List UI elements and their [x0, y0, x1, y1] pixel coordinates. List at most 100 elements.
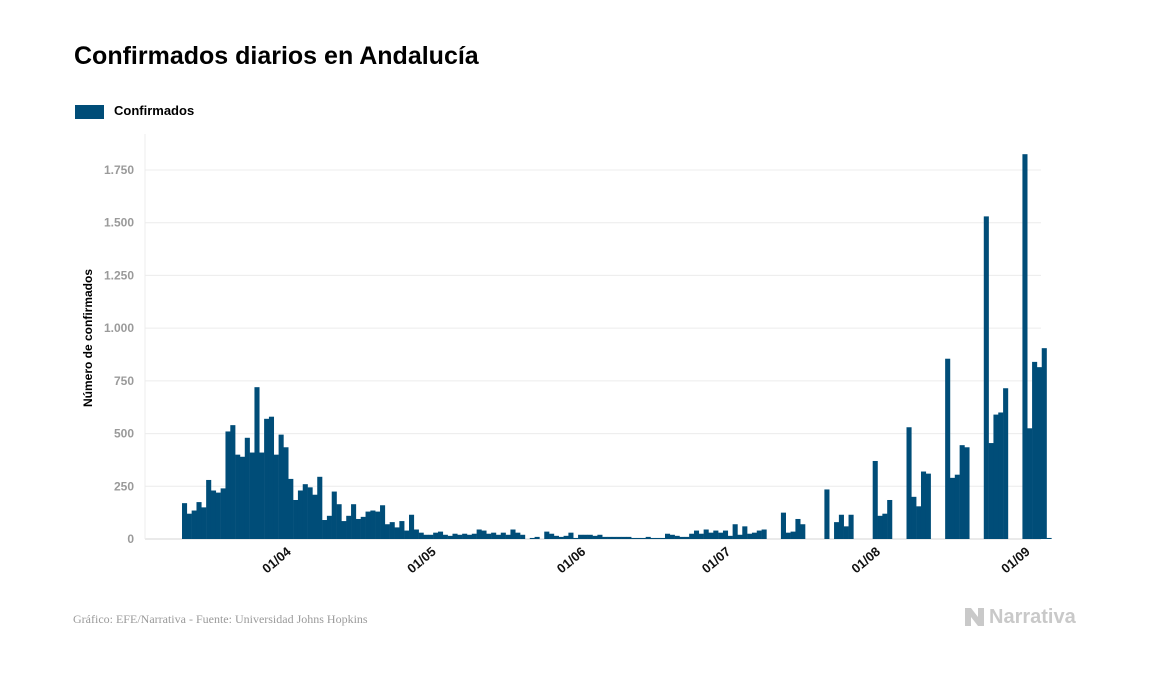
bar	[500, 532, 506, 539]
bar	[756, 530, 762, 539]
bar	[838, 514, 844, 539]
bar	[949, 477, 956, 539]
y-axis-ticks: 0 250 500 750 1.000 1.250 1.500 1.750	[104, 163, 134, 546]
bar	[293, 499, 299, 539]
bar	[201, 507, 207, 539]
x-axis-ticks: 01/04 01/05 01/06 01/07 01/08 01/09	[259, 543, 1033, 576]
bars	[182, 154, 1052, 539]
source-credit: Gráfico: EFE/Narrativa - Fuente: Univers…	[73, 612, 368, 626]
bar	[553, 535, 559, 539]
bar	[259, 452, 265, 539]
bar	[520, 534, 526, 539]
y-tick-label: 250	[114, 479, 134, 493]
bar	[399, 521, 405, 539]
bar	[718, 532, 724, 539]
bar	[872, 460, 878, 539]
bar	[636, 537, 642, 539]
narrativa-logo-icon	[965, 608, 984, 626]
y-tick-label: 1.000	[104, 321, 134, 335]
bar	[800, 524, 806, 539]
bar	[447, 535, 453, 539]
bar	[795, 518, 801, 539]
bar	[433, 532, 439, 539]
bar	[631, 537, 637, 539]
chart-title: Confirmados diarios en Andalucía	[74, 42, 479, 70]
bar	[679, 536, 685, 539]
bar	[351, 504, 357, 539]
bar	[481, 530, 487, 539]
bar	[887, 499, 893, 539]
bar	[268, 416, 275, 539]
bar	[578, 534, 584, 539]
y-tick-label: 1.250	[104, 268, 134, 282]
bar	[751, 532, 758, 539]
bar	[645, 536, 651, 539]
bar	[650, 537, 656, 539]
bar	[210, 490, 217, 539]
bar	[1003, 388, 1009, 539]
x-tick-label: 01/08	[848, 544, 883, 576]
bar	[698, 533, 704, 539]
bar	[655, 537, 661, 539]
bar	[911, 496, 917, 539]
y-tick-label: 750	[114, 374, 134, 388]
bar	[476, 529, 482, 539]
bar	[877, 515, 883, 539]
bar	[920, 471, 927, 539]
bar	[471, 533, 477, 539]
bar	[322, 520, 328, 539]
bar	[747, 533, 753, 539]
bar	[273, 454, 279, 539]
bar	[824, 489, 830, 539]
bar	[452, 533, 458, 539]
bar	[597, 534, 603, 539]
bar	[607, 536, 613, 539]
bar	[365, 511, 371, 539]
bar	[244, 437, 250, 539]
bar	[544, 531, 550, 539]
bar	[220, 488, 226, 539]
bar	[249, 452, 255, 539]
bar	[689, 533, 695, 539]
bar	[790, 531, 796, 539]
bar	[727, 535, 733, 539]
bar	[722, 530, 729, 539]
bar	[742, 526, 748, 539]
bar	[423, 534, 429, 539]
x-tick-label: 01/09	[998, 544, 1033, 576]
bar	[297, 490, 303, 539]
bar	[703, 529, 709, 539]
bar	[669, 534, 675, 539]
bar	[317, 476, 323, 539]
bar	[486, 533, 492, 539]
bar	[529, 537, 535, 539]
bar	[283, 447, 289, 539]
bar	[693, 530, 700, 539]
bar	[1036, 367, 1042, 539]
bar	[640, 537, 646, 539]
bar	[360, 516, 366, 539]
bar	[1032, 361, 1038, 539]
bar	[732, 524, 738, 539]
bar	[404, 530, 410, 539]
bar	[312, 494, 318, 539]
bar	[418, 532, 424, 539]
bar	[945, 358, 951, 539]
y-tick-label: 500	[114, 427, 134, 441]
bar	[674, 535, 680, 539]
bar	[983, 216, 989, 539]
bar	[336, 504, 342, 539]
bar	[582, 534, 588, 539]
brand-logo: Narrativa	[964, 603, 1076, 631]
bar	[761, 529, 767, 539]
bar	[573, 537, 579, 539]
bar	[264, 418, 270, 539]
bar	[389, 522, 395, 539]
bar	[462, 533, 468, 539]
bar	[916, 506, 922, 539]
bar	[235, 454, 241, 539]
bar	[346, 515, 352, 539]
bar	[384, 524, 390, 539]
legend-label: Confirmados	[114, 103, 195, 118]
bar	[254, 387, 260, 539]
